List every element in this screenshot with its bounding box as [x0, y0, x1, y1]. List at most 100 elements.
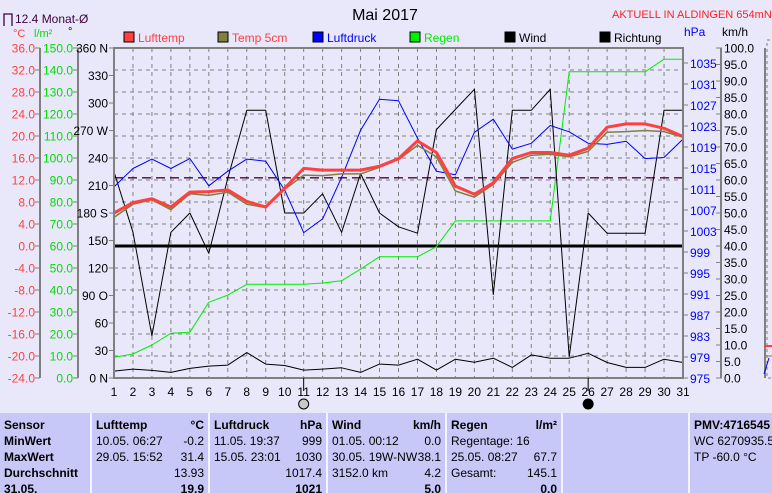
- month-avg-icon: [4, 14, 12, 26]
- rain-axis-tick-label: 130.0: [43, 86, 73, 100]
- temp-axis-tick-label: 24.0: [12, 108, 36, 122]
- wind-axis-tick-label: 45.0: [724, 223, 748, 237]
- x-tick-label: 20: [468, 385, 482, 399]
- luftdruck-unit: hPa: [300, 417, 322, 433]
- pressure-axis-tick-label: 1003: [690, 225, 717, 239]
- x-tick-label: 4: [168, 385, 175, 399]
- rain-axis-tick-label: 30.0: [50, 306, 74, 320]
- wind-axis-tick-label: 100.0: [724, 42, 754, 56]
- rain-axis-tick-label: 90.0: [50, 174, 74, 188]
- regen-total-label: Gesamt:: [451, 465, 496, 481]
- direction-axis-tick-label: 300: [88, 97, 108, 111]
- direction-axis-tick-label: 270 W: [73, 124, 108, 138]
- wind-axis-tick-label: 15.0: [724, 322, 748, 336]
- direction-axis-tick-label: 60: [95, 317, 109, 331]
- wind-axis-tick-label: 40.0: [724, 240, 748, 254]
- wind-axis-tick-label: 70.0: [724, 141, 748, 155]
- wind-min: 0.0: [424, 433, 441, 449]
- stats-empty-column: [561, 413, 688, 493]
- direction-axis-tick-label: 360 N: [76, 42, 108, 56]
- direction-axis-tick-label: 330: [88, 69, 108, 83]
- pressure-axis-tick-label: 1015: [690, 162, 717, 176]
- temp-axis-tick-label: -4.0: [14, 262, 35, 276]
- row-label-avg: Durchschnitt: [4, 465, 86, 481]
- pmv-value: PMV:4716545: [694, 417, 768, 433]
- full-moon-icon: [299, 399, 309, 409]
- regen-unit: l/m²: [536, 417, 557, 433]
- temp-axis-tick-label: -16.0: [8, 328, 36, 342]
- temp-axis-tick-label: 12.0: [12, 174, 36, 188]
- wind-axis-tick-label: 60.0: [724, 174, 748, 188]
- temp-axis-tick-label: 4.0: [18, 218, 35, 232]
- legend-label: Lufttemp: [138, 31, 185, 45]
- temp-axis-tick-label: 36.0: [12, 42, 36, 56]
- direction-axis-tick-label: 240: [88, 152, 108, 166]
- row-label-max: MaxWert: [4, 449, 86, 465]
- x-tick-label: 5: [187, 385, 194, 399]
- x-tick-label: 6: [205, 385, 212, 399]
- x-tick-label: 19: [449, 385, 463, 399]
- regen-header: Regen: [451, 417, 488, 433]
- chart-axes: 36.032.028.024.020.016.012.08.04.00.0-4.…: [8, 25, 755, 386]
- rain-unit-label: l/m²: [34, 28, 53, 40]
- legend-label: Wind: [519, 31, 546, 45]
- pressure-unit-label: hPa: [684, 25, 706, 39]
- pressure-axis-tick-label: 1023: [690, 120, 717, 134]
- pressure-axis-tick-label: 1011: [690, 183, 716, 197]
- luftdruck-avg: 1017.4: [285, 465, 322, 481]
- lufttemp-unit: °C: [191, 417, 204, 433]
- rain-axis-tick-label: 110.0: [44, 130, 73, 144]
- x-tick-label: 8: [243, 385, 250, 399]
- row-label-last: 31.05.: [4, 481, 86, 493]
- pressure-axis-tick-label: 1019: [690, 141, 717, 155]
- temp-axis-tick-label: -8.0: [14, 284, 35, 298]
- regen-max: 67.7: [534, 449, 557, 465]
- legend-label: Temp 5cm: [232, 31, 287, 45]
- new-moon-icon: [583, 399, 593, 409]
- direction-axis-tick-label: 90 O: [82, 289, 108, 303]
- wind-avg: 4.2: [424, 465, 441, 481]
- lufttemp-max-time: 29.05. 15:52: [96, 449, 163, 465]
- wind-axis-tick-label: 10.0: [724, 339, 748, 353]
- legend-label: Richtung: [614, 31, 661, 45]
- x-tick-label: 14: [354, 385, 368, 399]
- month-avg-label: 12.4 Monat-Ø: [15, 12, 88, 26]
- temp-axis-tick-label: 20.0: [12, 130, 36, 144]
- lufttemp-min: -0.2: [183, 433, 204, 449]
- lufttemp-avg: 13.93: [174, 465, 204, 481]
- wind-axis-tick-label: 75.0: [724, 124, 748, 138]
- chart-title: Mai 2017: [352, 7, 418, 24]
- x-tick-label: 18: [430, 385, 444, 399]
- direction-unit-label: °: [68, 26, 72, 38]
- legend-swatch-richtung: [600, 32, 610, 42]
- wind-axis-tick-label: 5.0: [724, 355, 741, 369]
- legend-label: Luftdruck: [327, 31, 377, 45]
- x-tick-label: 29: [638, 385, 652, 399]
- regen-last: 0.0: [540, 481, 557, 493]
- stats-extra-column: PMV:4716545 WC 6270935.5 ° TP -60.0 °C: [688, 413, 772, 493]
- pressure-axis-tick-label: 987: [690, 309, 710, 323]
- weather-chart: 36.032.028.024.020.016.012.08.04.00.0-4.…: [0, 0, 772, 412]
- temp-axis-tick-label: 28.0: [12, 86, 36, 100]
- direction-axis-tick-label: 210: [88, 179, 108, 193]
- rain-axis-tick-label: 70.0: [50, 218, 74, 232]
- luftdruck-max-time: 15.05. 23:01: [214, 449, 281, 465]
- wind-max-time: 30.05. 19W-NW: [332, 449, 417, 465]
- lufttemp-max: 31.4: [181, 449, 204, 465]
- wind-axis-tick-label: 90.0: [724, 75, 748, 89]
- rain-axis-tick-label: 20.0: [50, 328, 74, 342]
- stats-lufttemp-column: Lufttemp°C 10.05. 06:27-0.2 29.05. 15:52…: [90, 413, 208, 493]
- wind-axis-tick-label: 0.0: [724, 372, 741, 386]
- direction-axis-tick-label: 120: [88, 262, 108, 276]
- x-tick-label: 3: [149, 385, 156, 399]
- temp-axis-tick-label: 32.0: [12, 64, 36, 78]
- luftdruck-min-time: 11.05. 19:37: [214, 433, 280, 449]
- legend-label: Regen: [424, 31, 459, 45]
- pressure-axis-tick-label: 991: [690, 288, 710, 302]
- wind-max: 38.1: [418, 449, 441, 465]
- wind-min-time: 01.05. 00:12: [332, 433, 399, 449]
- temp-axis-tick-label: 0.0: [18, 240, 35, 254]
- x-tick-label: 10: [278, 385, 292, 399]
